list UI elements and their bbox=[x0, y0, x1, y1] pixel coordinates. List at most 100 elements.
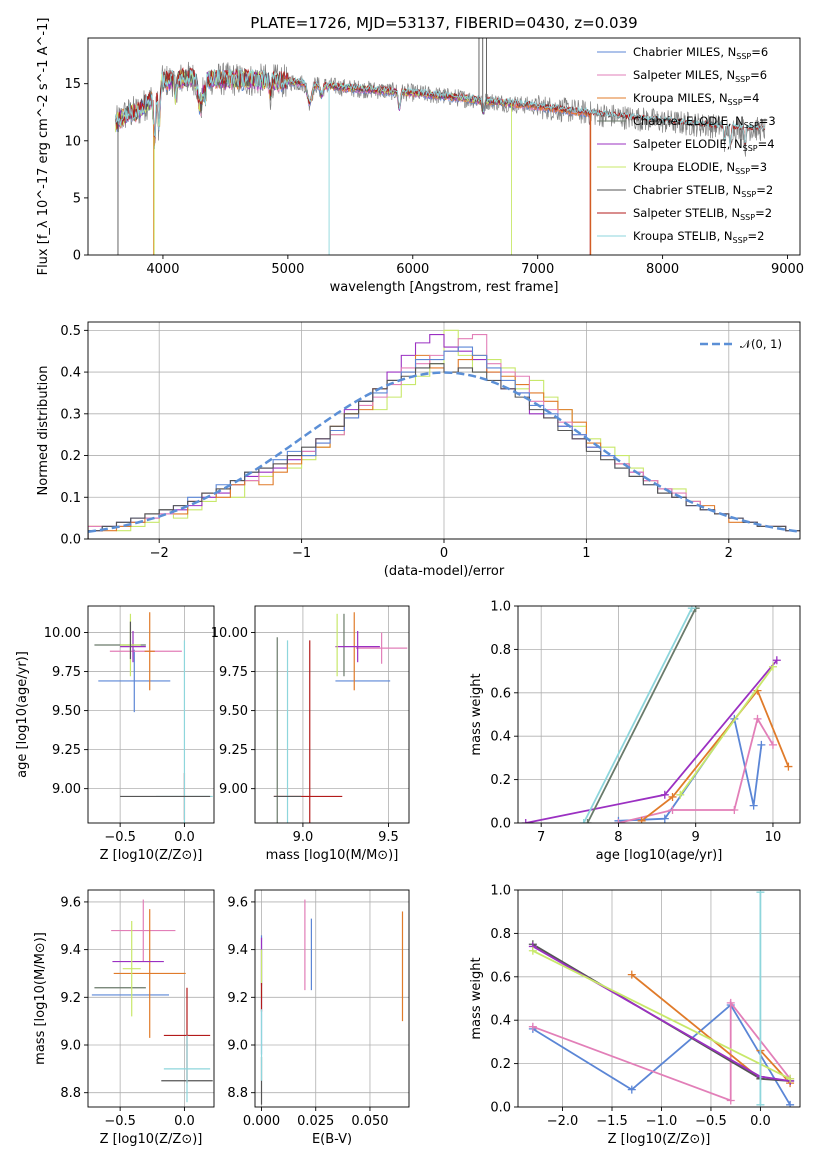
y-tick-label: 9.2 bbox=[227, 991, 248, 1006]
weight-line-kroupa_elodie bbox=[679, 666, 774, 796]
x-tick-label: −1.5 bbox=[596, 1114, 628, 1129]
axes-frame bbox=[254, 605, 410, 824]
y-axis-label: Flux [f_λ 10^-17 erg cm^-2 s^-1 A^-1] bbox=[36, 18, 51, 276]
weight-marker bbox=[749, 801, 758, 810]
y-axis-label: Normed distribution bbox=[36, 366, 51, 496]
plot-area-mass_vs_ebv bbox=[260, 899, 404, 1105]
model-spectrum-kroupa_stelib bbox=[115, 68, 765, 147]
x-axis-label: wavelength [Angstrom, rest frame] bbox=[330, 280, 559, 295]
weight-marker bbox=[726, 998, 735, 1007]
y-tick-label: 0.4 bbox=[490, 1014, 511, 1029]
y-tick-label: 9.4 bbox=[227, 943, 248, 958]
y-tick-label: 9.0 bbox=[227, 1039, 248, 1054]
weight-marker bbox=[756, 890, 765, 897]
axes-frame bbox=[517, 889, 801, 1108]
y-tick-label: 1.0 bbox=[490, 884, 511, 899]
panel-mass_vs_ebv: 0.000 0.025 0.050 8.8 9.0 9.2 9.4 9.6 E(B-V) bbox=[227, 889, 410, 1147]
legend-entry: Salpeter MILES, NSSP=6 bbox=[633, 68, 767, 84]
weight-line-kroupa_miles bbox=[641, 688, 790, 822]
weight-marker bbox=[753, 714, 762, 723]
x-tick-label: −2.0 bbox=[547, 1114, 579, 1129]
x-axis-label: E(B-V) bbox=[312, 1132, 352, 1147]
y-tick-label: 10 bbox=[64, 134, 81, 149]
y-tick-label: 0.0 bbox=[60, 533, 81, 548]
y-axis-label: mass weight bbox=[469, 957, 484, 1039]
weight-marker bbox=[768, 662, 777, 671]
x-tick-label: 0.025 bbox=[297, 1114, 334, 1129]
weight-line-kroupa_stelib bbox=[582, 607, 693, 823]
weight-marker bbox=[583, 819, 592, 823]
x-tick-label: 1 bbox=[582, 546, 590, 561]
x-tick-label: −2 bbox=[150, 546, 169, 561]
legend-entry: Salpeter STELIB, NSSP=2 bbox=[633, 206, 772, 222]
x-tick-label: 0.050 bbox=[351, 1114, 388, 1129]
legend-entry: Salpeter ELODIE, NSSP=4 bbox=[633, 137, 775, 153]
x-tick-label: 9000 bbox=[771, 262, 804, 277]
y-axis-label: age [log10(age/yr)] bbox=[15, 651, 30, 778]
y-tick-label: 9.2 bbox=[60, 991, 81, 1006]
plot-area-weight_vs_age bbox=[521, 606, 793, 823]
legend-entry: Kroupa ELODIE, NSSP=3 bbox=[633, 160, 767, 176]
plot-area-spectrum bbox=[115, 38, 766, 255]
x-axis-label: Z [log10(Z/Z⊙)] bbox=[100, 848, 203, 863]
weight-marker bbox=[528, 946, 537, 955]
weight-marker bbox=[668, 805, 677, 814]
legend-entry: Kroupa STELIB, NSSP=2 bbox=[633, 229, 764, 245]
plot-area-age_vs_mass bbox=[273, 612, 408, 823]
y-tick-label: 9.0 bbox=[60, 1039, 81, 1054]
x-tick-label: 0.000 bbox=[243, 1114, 280, 1129]
y-tick-label: 9.75 bbox=[52, 665, 81, 680]
y-tick-label: 0.4 bbox=[490, 730, 511, 745]
y-tick-label: 5 bbox=[73, 191, 81, 206]
x-tick-label: 0.0 bbox=[174, 1114, 195, 1129]
x-tick-label: 9.0 bbox=[293, 830, 314, 845]
y-tick-label: 0.2 bbox=[490, 1057, 511, 1072]
spectrum-legend: Chabrier MILES, NSSP=6 Salpeter MILES, NS… bbox=[597, 45, 776, 245]
y-tick-label: 0.2 bbox=[490, 773, 511, 788]
x-tick-label: 5000 bbox=[271, 262, 304, 277]
y-tick-label: 9.75 bbox=[219, 665, 248, 680]
weight-marker bbox=[660, 790, 669, 799]
weight-line-kroupa_elodie bbox=[532, 949, 791, 1080]
weight-marker bbox=[528, 1022, 537, 1031]
panel-residuals: −2 −1 0 1 2 0.0 0.1 0.2 0.3 0.4 0.5 (data-model)/er… bbox=[36, 321, 801, 579]
y-tick-label: 0.0 bbox=[490, 1101, 511, 1116]
x-tick-label: 0.0 bbox=[750, 1114, 771, 1129]
y-tick-label: 8.8 bbox=[60, 1086, 81, 1101]
legend-entry: 𝒩(0, 1) bbox=[740, 337, 782, 351]
weight-marker bbox=[768, 740, 777, 749]
weight-marker bbox=[687, 606, 696, 613]
axes-frame bbox=[517, 605, 801, 824]
x-tick-label: 6000 bbox=[396, 262, 429, 277]
x-tick-label: 4000 bbox=[146, 262, 179, 277]
weight-marker bbox=[757, 740, 766, 749]
panel-spectrum: 4000 5000 6000 7000 8000 9000 0 5 10 15 wavelength… bbox=[36, 18, 804, 295]
y-tick-label: 9.6 bbox=[227, 895, 248, 910]
y-tick-label: 9.25 bbox=[52, 743, 81, 758]
y-tick-label: 9.00 bbox=[52, 782, 81, 797]
x-axis-label: age [log10(age/yr)] bbox=[596, 848, 723, 863]
weight-marker bbox=[756, 1100, 765, 1107]
axes-frame bbox=[254, 889, 410, 1108]
y-tick-label: 0.4 bbox=[60, 366, 81, 381]
weight-marker bbox=[786, 1100, 795, 1107]
y-axis-label: mass [log10(M/M⊙)] bbox=[33, 932, 48, 1065]
weight-line-chabrier_miles bbox=[618, 716, 763, 822]
axes-frame bbox=[87, 37, 801, 256]
legend-entry: Chabrier STELIB, NSSP=2 bbox=[633, 183, 773, 199]
weight-marker bbox=[786, 1074, 795, 1083]
weight-line-chabrier_elodie bbox=[586, 607, 697, 823]
axes-frame bbox=[87, 605, 215, 824]
x-tick-label: 9 bbox=[692, 830, 700, 845]
weight-marker bbox=[660, 814, 669, 823]
weight-marker bbox=[726, 1096, 735, 1105]
x-tick-label: −0.5 bbox=[695, 1114, 727, 1129]
x-axis-label: Z [log10(Z/Z⊙)] bbox=[608, 1132, 711, 1147]
axes-frame bbox=[87, 889, 215, 1108]
y-axis-label: mass weight bbox=[469, 673, 484, 755]
weight-marker bbox=[784, 762, 793, 771]
x-tick-label: 2 bbox=[725, 546, 733, 561]
y-tick-label: 0.2 bbox=[60, 449, 81, 464]
y-tick-label: 0.1 bbox=[60, 491, 81, 506]
